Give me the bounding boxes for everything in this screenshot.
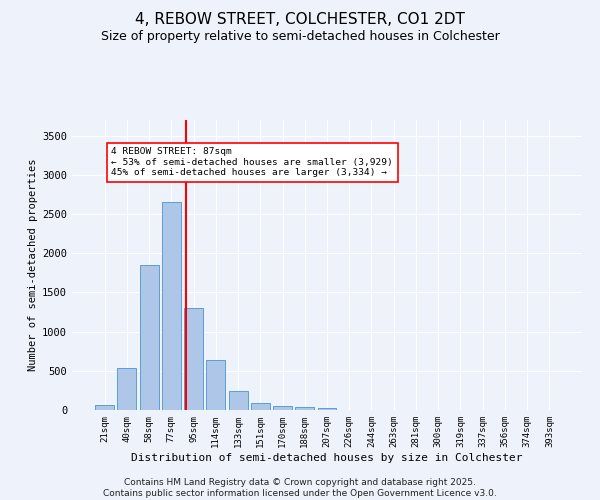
Bar: [251, 403, 270, 410]
Bar: [184, 308, 203, 410]
Text: Size of property relative to semi-detached houses in Colchester: Size of property relative to semi-detach…: [101, 30, 499, 43]
X-axis label: Distribution of semi-detached houses by size in Colchester: Distribution of semi-detached houses by …: [131, 452, 523, 462]
Text: 4, REBOW STREET, COLCHESTER, CO1 2DT: 4, REBOW STREET, COLCHESTER, CO1 2DT: [135, 12, 465, 28]
Bar: [317, 408, 337, 410]
Bar: [295, 407, 314, 410]
Y-axis label: Number of semi-detached properties: Number of semi-detached properties: [28, 159, 38, 371]
Bar: [95, 404, 114, 410]
Bar: [118, 368, 136, 410]
Bar: [206, 360, 225, 410]
Text: 4 REBOW STREET: 87sqm
← 53% of semi-detached houses are smaller (3,929)
45% of s: 4 REBOW STREET: 87sqm ← 53% of semi-deta…: [112, 148, 393, 177]
Bar: [273, 406, 292, 410]
Bar: [229, 391, 248, 410]
Text: Contains HM Land Registry data © Crown copyright and database right 2025.
Contai: Contains HM Land Registry data © Crown c…: [103, 478, 497, 498]
Bar: [140, 265, 158, 410]
Bar: [162, 202, 181, 410]
